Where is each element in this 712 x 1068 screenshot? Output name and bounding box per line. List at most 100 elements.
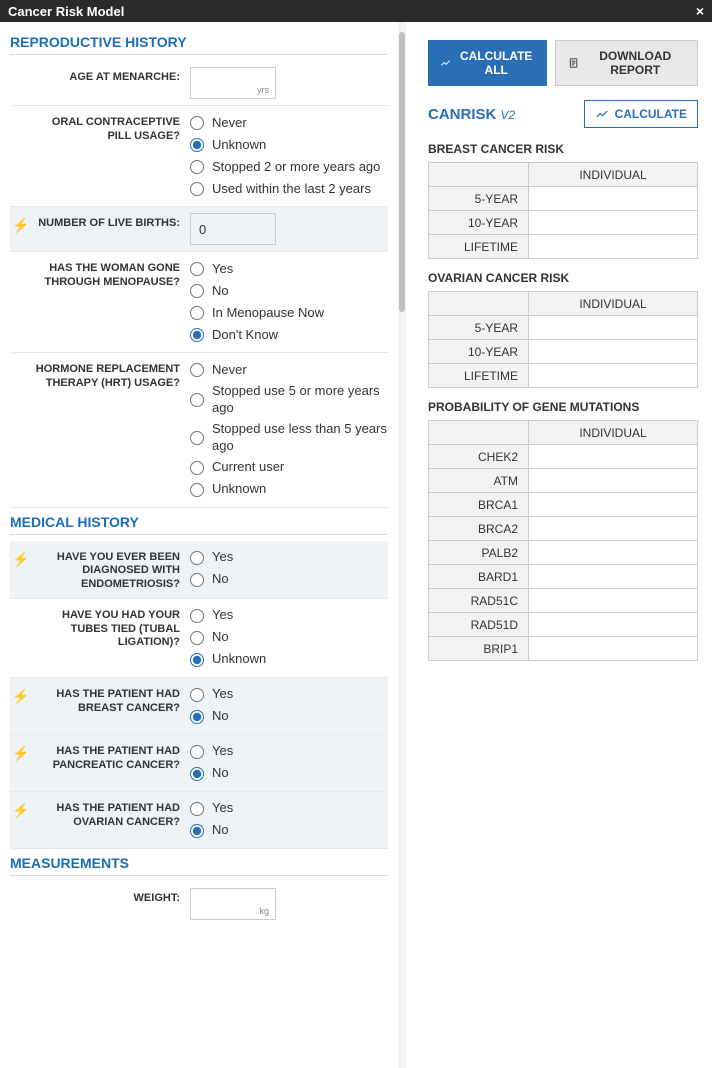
pancreatic-radio[interactable]: [190, 745, 204, 759]
hrt-radio[interactable]: [190, 461, 204, 475]
menarche-input[interactable]: yrs: [190, 67, 276, 99]
menopause-option[interactable]: Yes: [190, 258, 388, 280]
breast-option[interactable]: Yes: [190, 684, 388, 706]
hrt-option-label[interactable]: Current user: [212, 459, 284, 476]
scrollbar-thumb[interactable]: [399, 32, 405, 312]
ocp-option[interactable]: Never: [190, 112, 388, 134]
field-endo: ⚡ HAVE YOU EVER BEEN DIAGNOSED WITH ENDO…: [10, 541, 388, 599]
hrt-option[interactable]: Unknown: [190, 479, 388, 501]
pancreatic-option-label[interactable]: Yes: [212, 743, 233, 760]
pancreatic-radio[interactable]: [190, 767, 204, 781]
pancreatic-option[interactable]: No: [190, 763, 388, 785]
tubal-radio[interactable]: [190, 653, 204, 667]
breast-radio[interactable]: [190, 710, 204, 724]
ocp-radio[interactable]: [190, 138, 204, 152]
row-label: RAD51C: [429, 589, 529, 613]
ocp-option-label[interactable]: Never: [212, 115, 247, 132]
menopause-radio[interactable]: [190, 328, 204, 342]
menopause-option-label[interactable]: Yes: [212, 261, 233, 278]
tubal-radio[interactable]: [190, 631, 204, 645]
menopause-option[interactable]: In Menopause Now: [190, 302, 388, 324]
ovarian-radio[interactable]: [190, 824, 204, 838]
menopause-option[interactable]: No: [190, 280, 388, 302]
calculate-all-button[interactable]: CALCULATE ALL: [428, 40, 547, 86]
hrt-option[interactable]: Stopped use less than 5 years ago: [190, 419, 388, 457]
menarche-label: AGE AT MENARCHE:: [32, 67, 188, 85]
tubal-option-label[interactable]: Unknown: [212, 651, 266, 668]
ocp-option-label[interactable]: Unknown: [212, 137, 266, 154]
ocp-option[interactable]: Stopped 2 or more years ago: [190, 156, 388, 178]
endo-radio[interactable]: [190, 551, 204, 565]
hrt-option-label[interactable]: Stopped use less than 5 years ago: [212, 421, 388, 455]
births-input[interactable]: 0: [190, 213, 276, 245]
table-row: BRIP1: [429, 637, 698, 661]
breast-option[interactable]: No: [190, 706, 388, 728]
hrt-radio[interactable]: [190, 393, 204, 407]
hrt-radio[interactable]: [190, 431, 204, 445]
menopause-option-label[interactable]: No: [212, 283, 229, 300]
ovarian-radio[interactable]: [190, 802, 204, 816]
breast-option-label[interactable]: Yes: [212, 686, 233, 703]
row-label: 10-YEAR: [429, 340, 529, 364]
breast-label: HAS THE PATIENT HAD BREAST CANCER?: [32, 684, 188, 716]
hrt-option-label[interactable]: Unknown: [212, 481, 266, 498]
endo-option-label[interactable]: No: [212, 571, 229, 588]
hrt-option-label[interactable]: Never: [212, 362, 247, 379]
ovarian-option[interactable]: No: [190, 820, 388, 842]
menarche-unit: yrs: [257, 85, 269, 95]
close-icon[interactable]: ×: [696, 3, 704, 19]
row-value: [529, 340, 698, 364]
pancreatic-option-label[interactable]: No: [212, 765, 229, 782]
ocp-option-label[interactable]: Used within the last 2 years: [212, 181, 371, 198]
hrt-radio[interactable]: [190, 483, 204, 497]
tubal-radio[interactable]: [190, 609, 204, 623]
hrt-option[interactable]: Never: [190, 359, 388, 381]
breast-option-label[interactable]: No: [212, 708, 229, 725]
field-tubal: HAVE YOU HAD YOUR TUBES TIED (TUBAL LIGA…: [10, 599, 388, 678]
tubal-option-label[interactable]: No: [212, 629, 229, 646]
endo-option-label[interactable]: Yes: [212, 549, 233, 566]
chart-line-icon: [440, 56, 451, 70]
ovarian-option-label[interactable]: No: [212, 822, 229, 839]
weight-input[interactable]: kg: [190, 888, 276, 920]
row-value: [529, 517, 698, 541]
hrt-option[interactable]: Stopped use 5 or more years ago: [190, 381, 388, 419]
calculate-button[interactable]: CALCULATE: [584, 100, 698, 128]
row-label: ATM: [429, 469, 529, 493]
row-label: BRIP1: [429, 637, 529, 661]
endo-option[interactable]: Yes: [190, 547, 388, 569]
menopause-label: HAS THE WOMAN GONE THROUGH MENOPAUSE?: [32, 258, 188, 290]
table-row: CHEK2: [429, 445, 698, 469]
pancreatic-option[interactable]: Yes: [190, 741, 388, 763]
hrt-radio[interactable]: [190, 363, 204, 377]
window-title: Cancer Risk Model: [8, 4, 124, 19]
menopause-option-label[interactable]: In Menopause Now: [212, 305, 324, 322]
hrt-option[interactable]: Current user: [190, 457, 388, 479]
menopause-option-label[interactable]: Don't Know: [212, 327, 278, 344]
section-medical: MEDICAL HISTORY: [10, 508, 388, 535]
endo-radio[interactable]: [190, 573, 204, 587]
ocp-radio[interactable]: [190, 160, 204, 174]
breast-risk-table: INDIVIDUAL 5-YEAR10-YEARLIFETIME: [428, 162, 698, 259]
ocp-radio[interactable]: [190, 182, 204, 196]
ovarian-option[interactable]: Yes: [190, 798, 388, 820]
download-report-button[interactable]: DOWNLOAD REPORT: [555, 40, 698, 86]
tubal-label: HAVE YOU HAD YOUR TUBES TIED (TUBAL LIGA…: [32, 605, 188, 650]
ocp-radio[interactable]: [190, 116, 204, 130]
breast-radio[interactable]: [190, 688, 204, 702]
tubal-option[interactable]: No: [190, 627, 388, 649]
tubal-option[interactable]: Yes: [190, 605, 388, 627]
menopause-radio[interactable]: [190, 262, 204, 276]
menopause-radio[interactable]: [190, 284, 204, 298]
ovarian-option-label[interactable]: Yes: [212, 800, 233, 817]
hrt-option-label[interactable]: Stopped use 5 or more years ago: [212, 383, 388, 417]
ocp-option[interactable]: Unknown: [190, 134, 388, 156]
tubal-option[interactable]: Unknown: [190, 649, 388, 671]
ocp-option[interactable]: Used within the last 2 years: [190, 178, 388, 200]
endo-option[interactable]: No: [190, 569, 388, 591]
tubal-option-label[interactable]: Yes: [212, 607, 233, 624]
row-value: [529, 211, 698, 235]
menopause-option[interactable]: Don't Know: [190, 324, 388, 346]
menopause-radio[interactable]: [190, 306, 204, 320]
ocp-option-label[interactable]: Stopped 2 or more years ago: [212, 159, 380, 176]
